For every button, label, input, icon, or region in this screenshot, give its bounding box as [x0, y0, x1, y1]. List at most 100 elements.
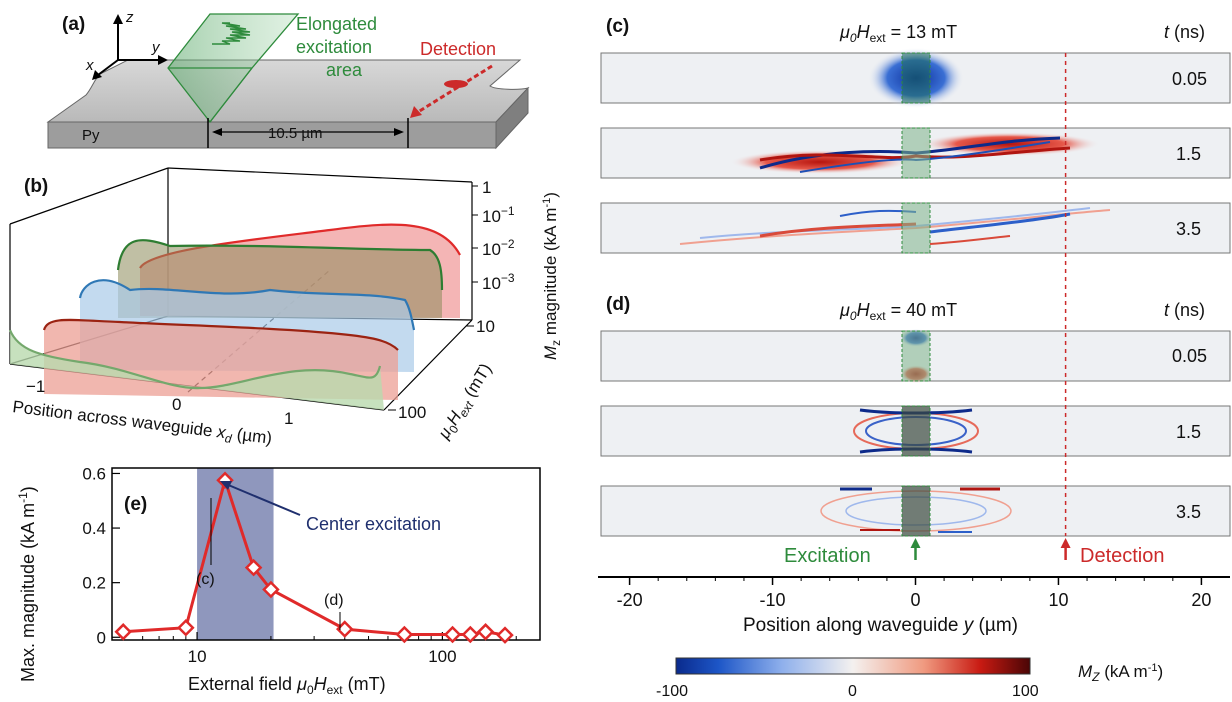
series-point	[244, 558, 263, 577]
z-axis-label: Mz magnitude (kA m-1)	[541, 192, 563, 360]
time-d-3: 3.5	[1176, 502, 1201, 522]
y-tick-label: 0	[910, 590, 920, 610]
curve-darkred	[42, 318, 399, 351]
strip-c-1: 0.05	[600, 48, 1231, 108]
series-line	[123, 475, 506, 637]
axis-z-label: z	[125, 9, 134, 26]
panel-b: (b)	[8, 167, 563, 451]
point-c-label: (c)	[196, 571, 215, 588]
z-arrow-icon	[113, 14, 123, 24]
colorbar-mid: 0	[848, 683, 857, 700]
colorbar-min: -100	[656, 683, 688, 700]
panel-c-time-header: t (ns)	[1164, 22, 1205, 42]
detection-marker	[1060, 538, 1071, 560]
material-label: Py	[82, 127, 100, 144]
panel-a: (a) Py z y x Elongated excitation area D…	[46, 9, 530, 150]
excitation-arrow-icon	[910, 538, 921, 548]
colorbar-label: MZ (kA m-1)	[1078, 662, 1163, 684]
series-point	[496, 626, 514, 644]
y-tick-label: -10	[760, 590, 786, 610]
detection-beam	[417, 64, 493, 114]
excitation-marker	[910, 538, 921, 560]
y-arrow-icon	[158, 55, 168, 65]
excitation-label-3: area	[326, 60, 363, 80]
strip-d-2: 1.5	[600, 405, 1231, 457]
e-xtick-label: 100	[428, 647, 456, 666]
curve-lightgreen-fill	[10, 330, 384, 410]
panel-c: (c) μ0Hext = 13 mT t (ns) 0.05 1.5	[600, 16, 1231, 254]
z-tick-3: 10−3	[482, 271, 515, 293]
panel-d-field: μ0Hext = 40 mT	[839, 300, 957, 323]
e-xtick-label: 10	[188, 647, 207, 666]
curve-green	[116, 239, 444, 291]
time-c-1: 0.05	[1172, 69, 1207, 89]
time-d-1: 0.05	[1172, 346, 1207, 366]
series-point	[461, 625, 480, 644]
series-point	[262, 580, 280, 599]
e-ytick-label: 0	[97, 628, 106, 647]
colorbar: -100 0 100 MZ (kA m-1)	[656, 657, 1163, 700]
strip-d-1: 0.05	[600, 329, 1231, 383]
strip-c-2: 1.5	[600, 127, 1231, 179]
panel-c-field: μ0Hext = 13 mT	[839, 22, 957, 45]
e-ticks: 10 100 0 0.2 0.4 0.6	[82, 464, 517, 666]
time-d-2: 1.5	[1176, 422, 1201, 442]
panel-a-label: (a)	[62, 14, 85, 35]
xd-tick-0: −1	[26, 377, 45, 396]
colorbar-gradient	[675, 657, 1031, 675]
series-point	[476, 623, 495, 641]
curve-blue	[78, 279, 416, 331]
detection-label-a: Detection	[420, 39, 496, 59]
excitation-label-d: Excitation	[784, 545, 871, 567]
z-tick-2: 10−2	[482, 237, 515, 259]
panel-d-label: (d)	[606, 294, 630, 315]
series-point	[443, 625, 462, 644]
z-tick-1: 10−1	[482, 204, 515, 226]
series-point	[395, 625, 414, 644]
waveguide-slab-top	[46, 59, 530, 123]
shaded-range	[197, 468, 274, 640]
detection-arrow-icon	[1060, 538, 1071, 548]
strip-c-3: 3.5	[600, 202, 1231, 254]
y-tick-label: -20	[617, 590, 643, 610]
xd-tick-2: 1	[284, 409, 293, 428]
panel-d: (d) μ0Hext = 40 mT t (ns) 0.05 1.5	[598, 53, 1231, 636]
xd-tick-1: 0	[172, 395, 181, 414]
field-tick-100: 100	[398, 403, 426, 422]
annotation-arrow-icon	[220, 481, 232, 490]
e-xlabel: External field μ0Hext (mT)	[188, 674, 386, 697]
axis-x-label: x	[85, 57, 94, 74]
field-axis-label: μ0Hext (mT)	[434, 360, 498, 445]
series-points	[114, 471, 514, 644]
detection-label-d: Detection	[1080, 545, 1165, 567]
curve-lightgreen	[8, 329, 382, 390]
plot-frame-e	[111, 467, 541, 641]
detection-arrow-icon	[410, 106, 422, 118]
xd-axis-label: Position across waveguide xd (µm)	[11, 397, 273, 451]
annotation-arrow-line	[225, 483, 301, 516]
annotation-center-excitation: Center excitation	[306, 514, 441, 534]
y-axis-ticks: -20 -10 0 10 20	[617, 577, 1211, 610]
axes-triad	[97, 22, 160, 76]
time-c-3: 3.5	[1176, 219, 1201, 239]
panel-e-label: (e)	[124, 494, 147, 515]
x-arrow-icon	[92, 70, 102, 80]
panel-d-time-header: t (ns)	[1164, 300, 1205, 320]
panel-e: 10 100 0 0.2 0.4 0.6 (e) Center excitation (c…	[16, 464, 541, 697]
e-ylabel: Max. magnitude (kA m-1)	[16, 486, 38, 682]
field-tick-10: 10	[476, 317, 495, 336]
distance-label: 10.5 µm	[268, 125, 323, 142]
excitation-wave	[212, 22, 251, 45]
excitation-label-2: excitation	[296, 37, 372, 57]
waveguide-slab-side	[495, 86, 529, 150]
series-point	[177, 618, 195, 637]
y-tick-label: 20	[1191, 590, 1211, 610]
excitation-label-1: Elongated	[296, 14, 377, 34]
time-c-2: 1.5	[1176, 144, 1201, 164]
y-axis-label: Position along waveguide y (µm)	[743, 615, 1018, 636]
panel-b-label: (b)	[24, 176, 48, 197]
z-tick-0: 1	[482, 178, 491, 197]
strip-d-3: 3.5	[600, 485, 1231, 537]
series-point	[114, 623, 132, 641]
